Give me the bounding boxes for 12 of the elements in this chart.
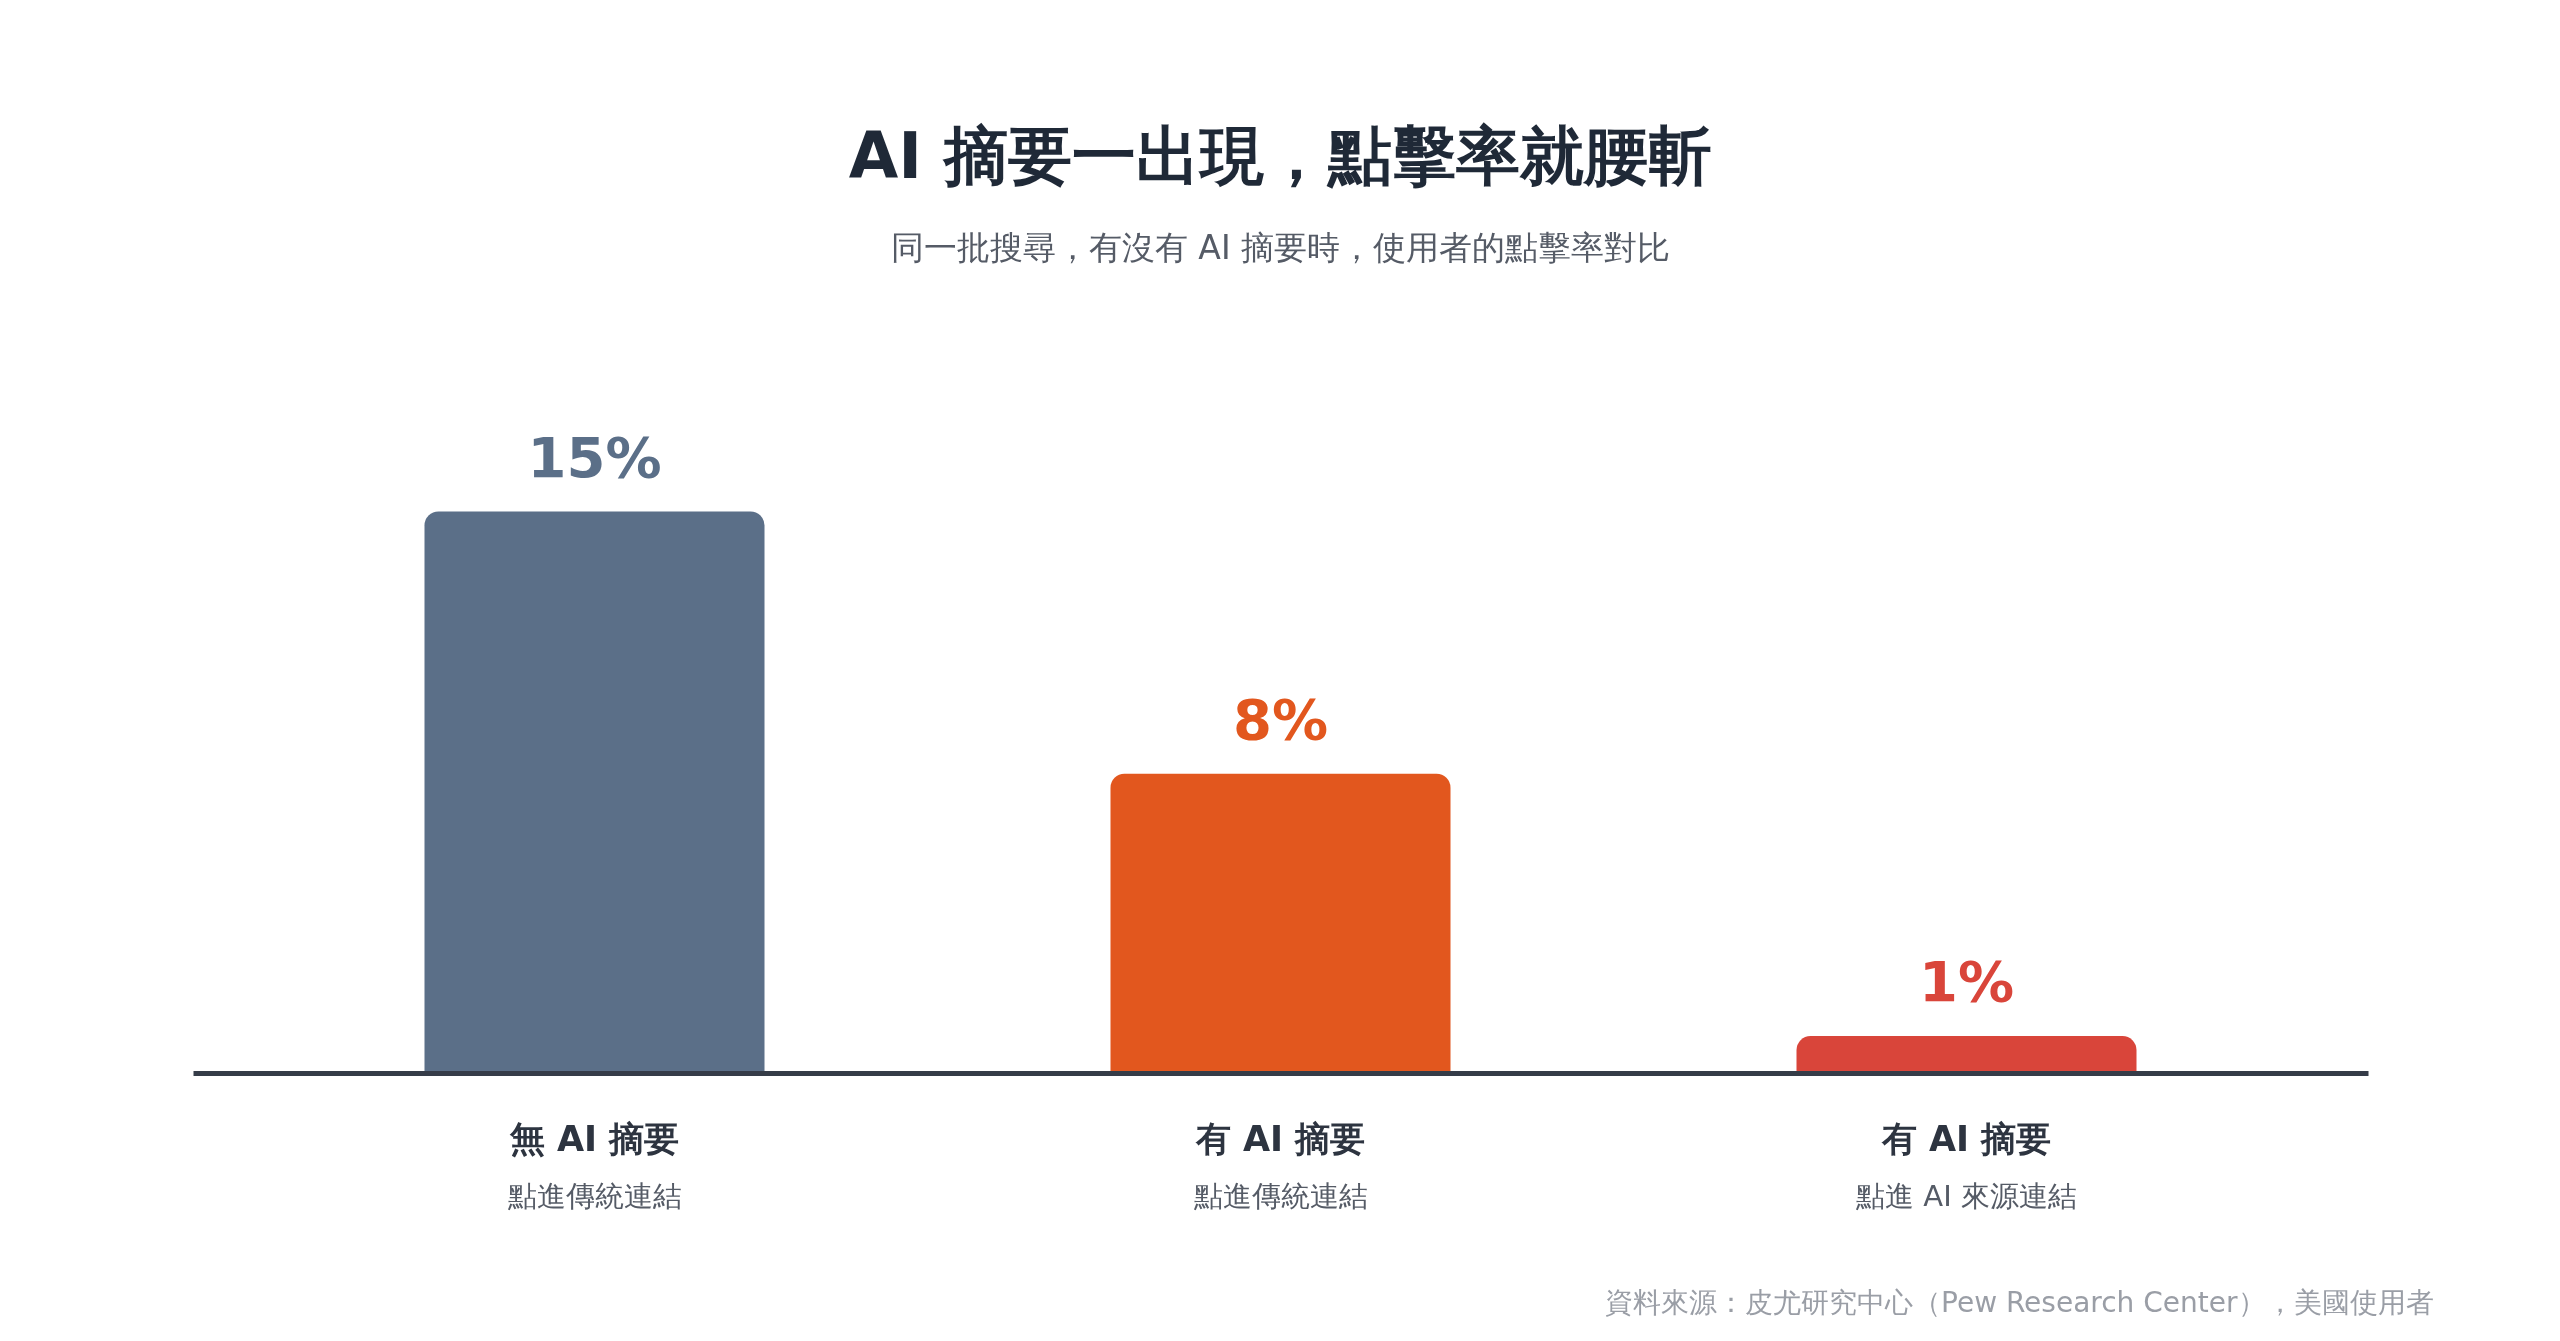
data-label: 1% [1918,949,2015,1015]
source-note: 資料來源：皮尤研究中心（Pew Research Center），美國使用者 [1605,1286,2434,1319]
x-tick-label: 無 AI 摘要 [508,1118,680,1159]
chart-title: AI 摘要一出現，點擊率就腰斬 [848,118,1713,193]
x-tick-label: 有 AI 摘要 [1880,1118,2052,1159]
x-tick-label: 有 AI 摘要 [1194,1118,1366,1159]
chart-subtitle: 同一批搜尋，有沒有 AI 摘要時，使用者的點擊率對比 [890,228,1671,267]
text: 點進 AI 來源連結 [1855,1178,2077,1213]
data-label: 15% [527,424,662,490]
text: 點進傳統連結 [1192,1178,1368,1213]
data-label: 8% [1232,686,1329,752]
text: 點進傳統連結 [506,1178,682,1213]
